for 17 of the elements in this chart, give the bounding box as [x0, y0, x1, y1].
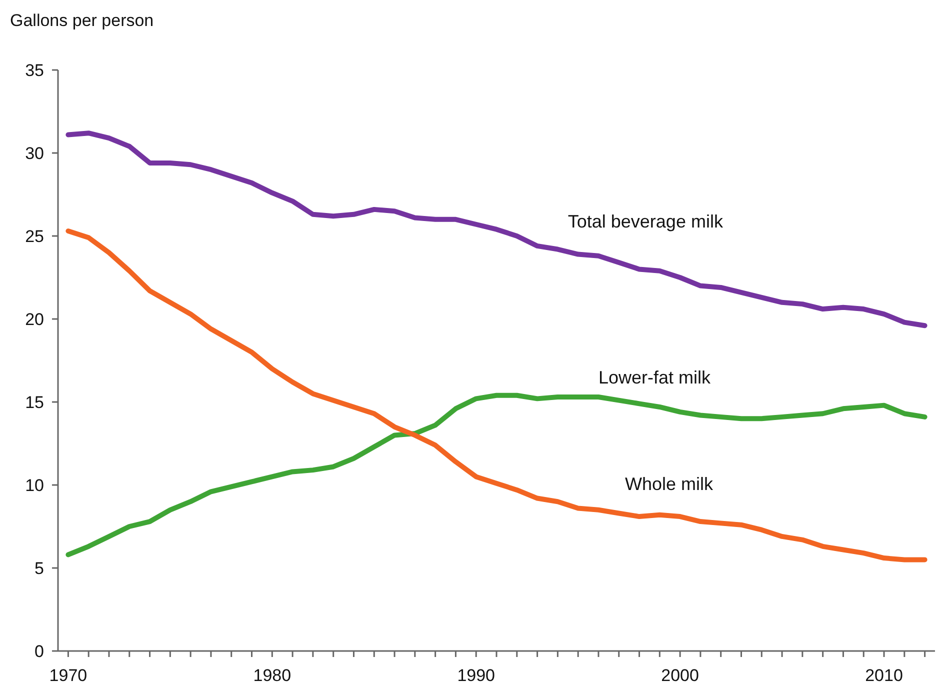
- x-tick-label: 1970: [49, 666, 88, 685]
- x-tick-label: 2010: [865, 666, 903, 685]
- series-label: Whole milk: [624, 474, 714, 494]
- y-tick-label: 0: [34, 642, 44, 661]
- y-tick-label: 15: [25, 392, 44, 412]
- series-label: Total beverage milk: [568, 212, 724, 232]
- y-tick-label: 30: [25, 144, 44, 163]
- y-tick-label: 5: [34, 558, 44, 578]
- series-label: Lower-fat milk: [598, 368, 712, 388]
- x-tick-label: 1980: [253, 666, 292, 685]
- y-tick-label: 35: [25, 60, 44, 80]
- x-tick-label: 1990: [457, 666, 496, 685]
- y-tick-label: 25: [25, 226, 44, 246]
- x-tick-label: 2000: [661, 666, 699, 685]
- y-tick-label: 20: [25, 310, 44, 329]
- y-axis-title: Gallons per person: [10, 11, 154, 30]
- y-tick-label: 10: [25, 476, 44, 495]
